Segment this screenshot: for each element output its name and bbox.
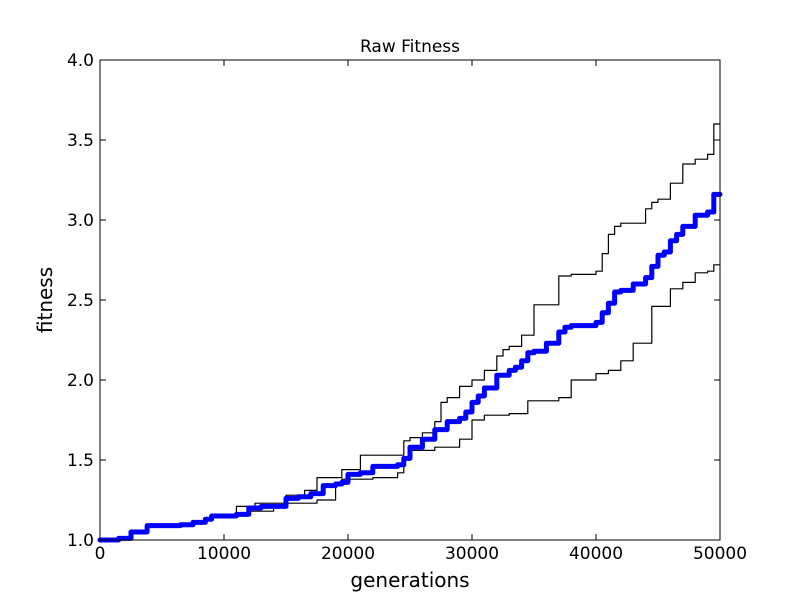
x-tick-label: 50000 bbox=[693, 544, 747, 564]
y-axis: 1.0 1.5 2.0 2.5 3.0 3.5 4.0 bbox=[67, 51, 720, 551]
y-tick-label: 1.0 bbox=[67, 531, 94, 551]
chart-title: Raw Fitness bbox=[360, 37, 460, 57]
y-tick-label: 2.0 bbox=[67, 371, 94, 391]
plot-frame bbox=[99, 59, 721, 541]
bound-fitness-line-1 bbox=[99, 123, 721, 541]
y-tick-label: 2.5 bbox=[67, 291, 94, 311]
x-tick-label: 0 bbox=[95, 544, 106, 564]
x-axis: 0 10000 20000 30000 40000 50000 bbox=[95, 60, 747, 564]
y-axis-label: fitness bbox=[33, 267, 57, 333]
y-tick-label: 3.0 bbox=[67, 211, 94, 231]
y-tick-label: 3.5 bbox=[67, 131, 94, 151]
x-tick-label: 10000 bbox=[197, 544, 251, 564]
x-tick-label: 20000 bbox=[321, 544, 375, 564]
mean-fitness-line bbox=[97, 191, 723, 543]
x-tick-label: 40000 bbox=[569, 544, 623, 564]
x-tick-label: 30000 bbox=[445, 544, 499, 564]
plot-lines bbox=[97, 123, 723, 543]
x-axis-label: generations bbox=[350, 568, 469, 592]
y-tick-label: 4.0 bbox=[67, 51, 94, 71]
bound-fitness-line-2 bbox=[99, 264, 721, 541]
y-tick-label: 1.5 bbox=[67, 451, 94, 471]
